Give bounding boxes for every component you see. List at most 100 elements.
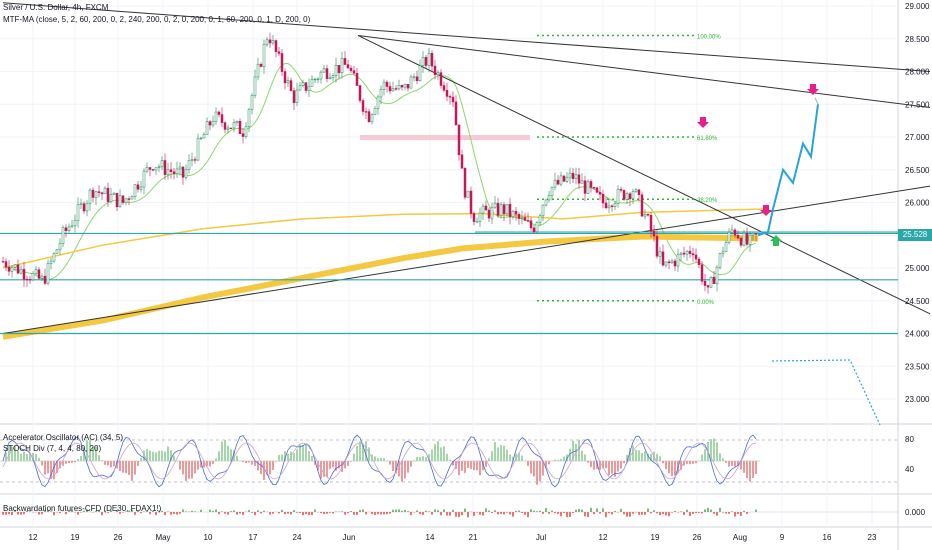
osc-bar [542, 461, 544, 476]
osc-bar [128, 461, 130, 475]
candle-body [25, 278, 29, 281]
bw-bar [434, 509, 436, 512]
candle-body [211, 121, 215, 126]
osc-bar [272, 461, 274, 470]
osc-bar [296, 449, 298, 461]
osc-bar [119, 461, 121, 472]
osc-bar [755, 461, 757, 474]
osc-bar [548, 461, 550, 465]
bw-bar [29, 511, 31, 512]
bw-bar [554, 512, 556, 514]
osc-bar [386, 460, 388, 461]
osc-bar [134, 461, 136, 475]
candle-body [724, 242, 728, 253]
bw-bar [626, 512, 628, 517]
bw-bar [692, 512, 694, 514]
price-tick-label: 24.500 [905, 297, 930, 306]
candle-body [745, 232, 749, 245]
candle-body [463, 168, 467, 198]
candle-body [667, 261, 671, 264]
osc-bar [218, 451, 220, 461]
candle-body [424, 57, 428, 66]
osc-bar [68, 461, 70, 463]
candle-body [631, 191, 635, 200]
osc-bar [692, 461, 694, 464]
candle-body [220, 114, 224, 123]
bw-bar [536, 511, 538, 512]
osc-bar [482, 461, 484, 471]
candle-body [193, 159, 197, 161]
osc-bar [83, 447, 85, 461]
time-tick-label: 9 [780, 533, 785, 542]
candle-body [559, 175, 563, 185]
bw-bar [17, 512, 19, 515]
bw-bar [302, 512, 304, 516]
bw-bar [230, 511, 232, 512]
projection [757, 97, 881, 426]
bw-bar [332, 512, 334, 514]
osc-bar [674, 461, 676, 476]
bw-bar [611, 512, 613, 515]
candle-body [325, 68, 329, 79]
candle-body [577, 174, 581, 184]
candle-body [208, 121, 212, 126]
osc-bar [353, 453, 355, 461]
bw-bar [431, 512, 433, 515]
candle-body [151, 169, 155, 171]
time-tick-label: 24 [293, 533, 302, 542]
osc-bar [20, 453, 22, 461]
bw-bar [11, 512, 13, 515]
osc-bar [530, 461, 532, 474]
candle-body [508, 204, 512, 217]
osc-bar [614, 461, 616, 477]
candle-body [694, 254, 698, 260]
bw-bar [389, 512, 391, 514]
osc-bar [263, 461, 265, 480]
osc-bar [539, 461, 541, 482]
osc-bar [650, 453, 652, 461]
bw-bar [605, 512, 607, 518]
bw-bar [128, 510, 130, 512]
bw-bar [488, 510, 490, 512]
bw-bar [716, 512, 718, 516]
candle-body [1, 261, 5, 263]
candle-body [535, 222, 539, 233]
bw-bar [416, 510, 418, 512]
candle-body [259, 63, 263, 67]
bw-bar [287, 512, 289, 514]
arrow-down-icon [697, 117, 709, 128]
time-tick-label: 12 [29, 533, 38, 542]
candle-body [475, 221, 479, 223]
osc-bar [41, 461, 43, 466]
osc-bar [95, 446, 97, 461]
time-axis: 12 19 26 May 10 17 24 Jun 14 21 Jul 12 19 26 Aug 9 16 23 [29, 533, 877, 542]
bw-bar [629, 512, 631, 517]
candle-body [34, 269, 38, 274]
bw-bar [323, 512, 325, 515]
osc-bar [725, 461, 727, 463]
osc-bar [5, 452, 7, 461]
bw-bar [428, 511, 430, 512]
candle-body [139, 186, 143, 190]
backwardation-legend: Backwardation futures-CFD (DE30, FDAX1!) [3, 504, 162, 513]
osc-bar [392, 461, 394, 472]
osc-bar [428, 454, 430, 461]
bw-bar [437, 510, 439, 512]
bw-bar [644, 512, 646, 515]
candle-body [439, 72, 443, 86]
candle-body [358, 85, 362, 101]
bw-bar [524, 512, 526, 515]
bw-bar [404, 509, 406, 512]
osc-bar [632, 445, 634, 461]
candle-body [652, 230, 656, 237]
osc-bar [233, 450, 235, 461]
bw-bar [698, 512, 700, 513]
candle-body [727, 231, 731, 243]
candle-body [376, 96, 380, 109]
bw-bar [140, 512, 142, 514]
candle-body [148, 167, 152, 170]
fib-label: 100.00% [697, 34, 721, 40]
price-tick-label: 28.500 [905, 35, 930, 44]
bw-bar [494, 510, 496, 512]
